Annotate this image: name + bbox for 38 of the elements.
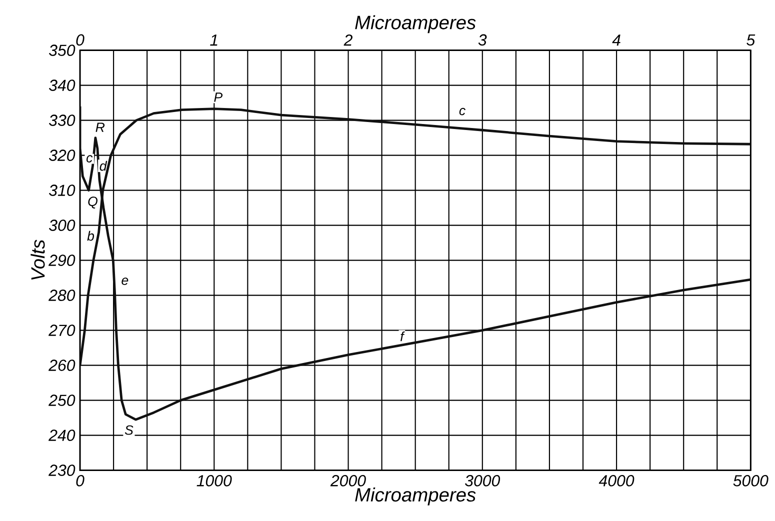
y-tick-label: 320: [48, 150, 76, 161]
x2-tick-label: 0: [76, 34, 84, 46]
y-tick-label: 270: [48, 324, 76, 336]
annotation: R: [96, 122, 105, 132]
x2-axis-title: Microamperes: [355, 15, 476, 34]
x-tick-label: 4000: [598, 475, 634, 486]
x-tick-label: 2000: [330, 475, 366, 486]
x2-tick-label: 3: [478, 34, 487, 46]
x-axis-title: Microamperes: [355, 488, 476, 506]
y-tick-label: 290: [48, 254, 76, 266]
annotation: P: [214, 92, 223, 102]
annotation: c: [459, 108, 466, 116]
x2-tick-label: 1: [210, 34, 218, 46]
y-tick-label: 230: [48, 464, 76, 476]
x2-tick-label: 5: [746, 34, 756, 46]
x-tick-label: 1000: [196, 475, 232, 486]
x-tick-label: 0: [76, 475, 84, 486]
x2-tick-label: 2: [344, 34, 352, 46]
y-tick-label: 300: [48, 220, 76, 231]
annotation: d: [100, 160, 108, 171]
annotation: e: [122, 278, 128, 285]
annotation: f: [400, 331, 405, 342]
y-tick-label: 260: [48, 360, 76, 371]
y-tick-label: 330: [48, 114, 76, 126]
annotation: S: [124, 425, 134, 435]
x-tick-label: 3000: [464, 475, 500, 486]
annotation: Q: [88, 196, 98, 208]
y-tick-label: 250: [48, 394, 76, 406]
annotation: c: [86, 155, 93, 162]
y-tick-label: 350: [48, 44, 76, 56]
y-tick-label: 310: [48, 184, 76, 196]
y-tick-label: 340: [48, 80, 76, 91]
x2-tick-label: 4: [612, 34, 620, 46]
y-tick-label: 280: [48, 290, 76, 301]
annotation: b: [87, 230, 94, 241]
y-tick-label: 240: [48, 430, 76, 441]
x-tick-label: 5000: [733, 475, 768, 486]
y-axis-title: Volts: [30, 240, 45, 280]
